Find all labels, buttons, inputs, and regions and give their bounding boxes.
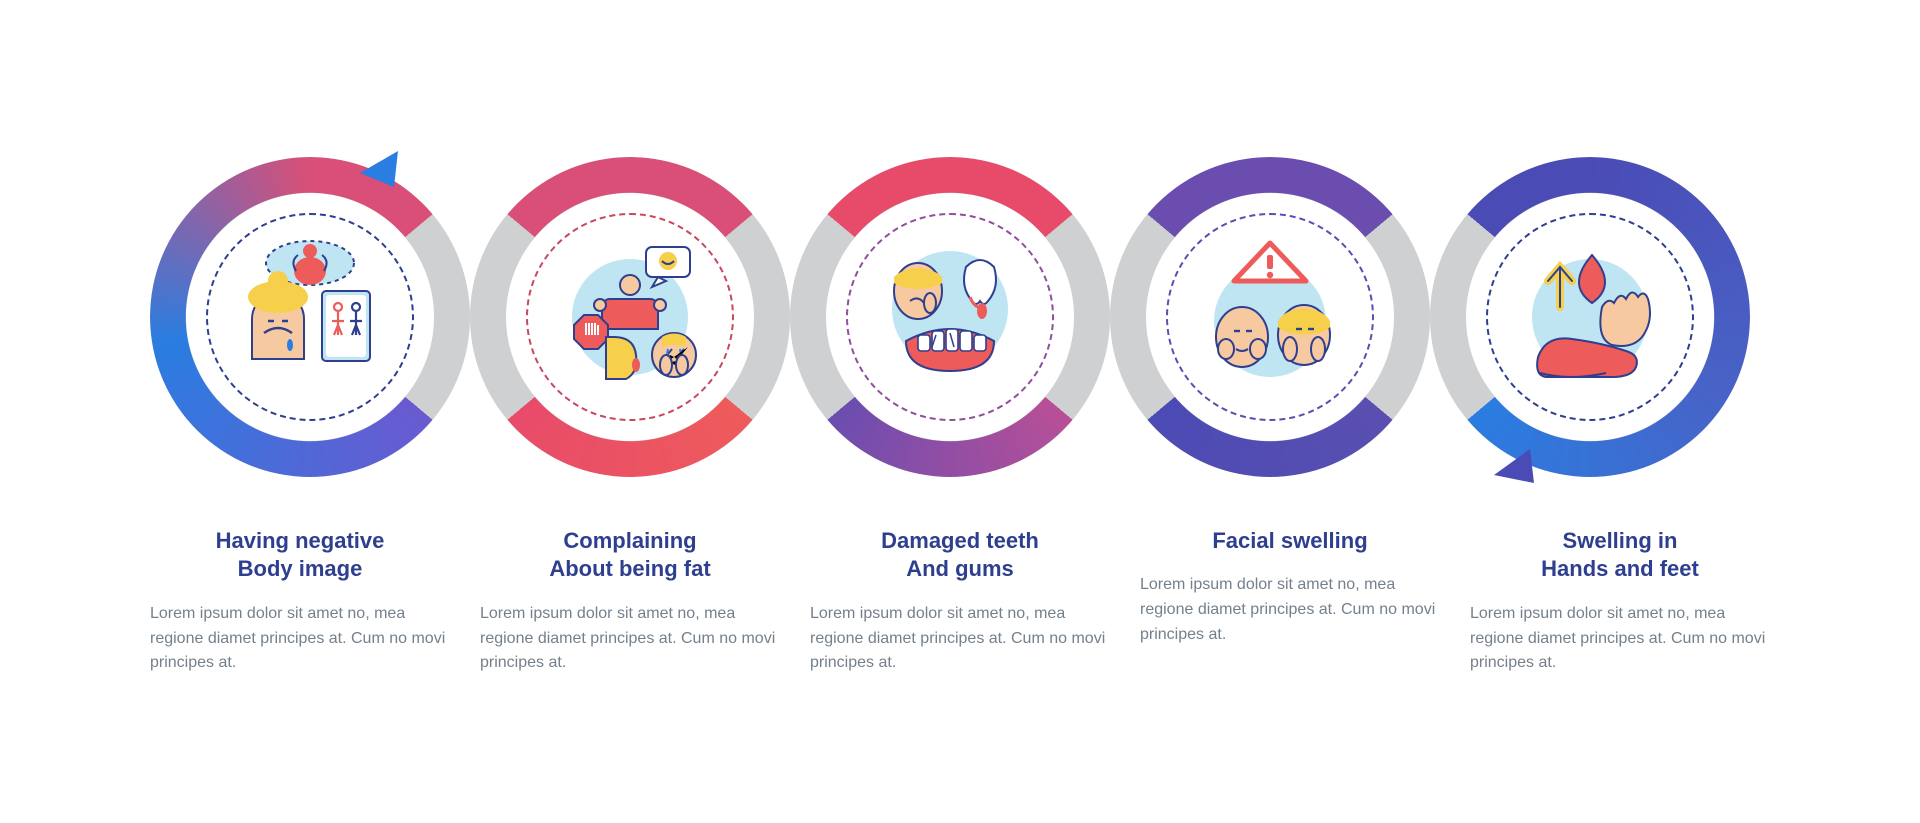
item-title: Complaining About being fat [480,527,780,584]
label-col-2: Complaining About being fat Lorem ipsum … [480,527,780,677]
label-col-3: Damaged teeth And gums Lorem ipsum dolor… [810,527,1110,677]
ring-5 [1430,157,1750,477]
complaining-icon [550,237,710,397]
ring-2 [470,157,790,477]
icon-slot [868,235,1032,399]
labels-row: Having negative Body image Lorem ipsum d… [150,527,1770,677]
label-col-1: Having negative Body image Lorem ipsum d… [150,527,450,677]
swelling-face-icon [1190,237,1350,397]
item-title: Swelling in Hands and feet [1470,527,1770,584]
icon-slot [1508,235,1672,399]
item-desc: Lorem ipsum dolor sit amet no, mea regio… [1140,573,1440,647]
teeth-icon [870,237,1030,397]
label-col-5: Swelling in Hands and feet Lorem ipsum d… [1470,527,1770,677]
item-title: Facial swelling [1140,527,1440,556]
ring-3 [790,157,1110,477]
icon-slot [1188,235,1352,399]
item-title: Damaged teeth And gums [810,527,1110,584]
item-desc: Lorem ipsum dolor sit amet no, mea regio… [150,602,450,676]
ring-arrow-tip [360,151,400,191]
item-desc: Lorem ipsum dolor sit amet no, mea regio… [1470,602,1770,676]
ring-arrow-tip [1494,449,1534,489]
icon-slot [228,235,392,399]
body-image-icon [230,237,390,397]
ring-4 [1110,157,1430,477]
ring-chain [150,147,1770,487]
item-title: Having negative Body image [150,527,450,584]
item-desc: Lorem ipsum dolor sit amet no, mea regio… [480,602,780,676]
label-col-4: Facial swelling Lorem ipsum dolor sit am… [1140,527,1440,677]
icon-slot [548,235,712,399]
item-desc: Lorem ipsum dolor sit amet no, mea regio… [810,602,1110,676]
hands-feet-icon [1510,237,1670,397]
ring-1 [150,157,470,477]
infographic-stage: Having negative Body image Lorem ipsum d… [0,0,1920,823]
